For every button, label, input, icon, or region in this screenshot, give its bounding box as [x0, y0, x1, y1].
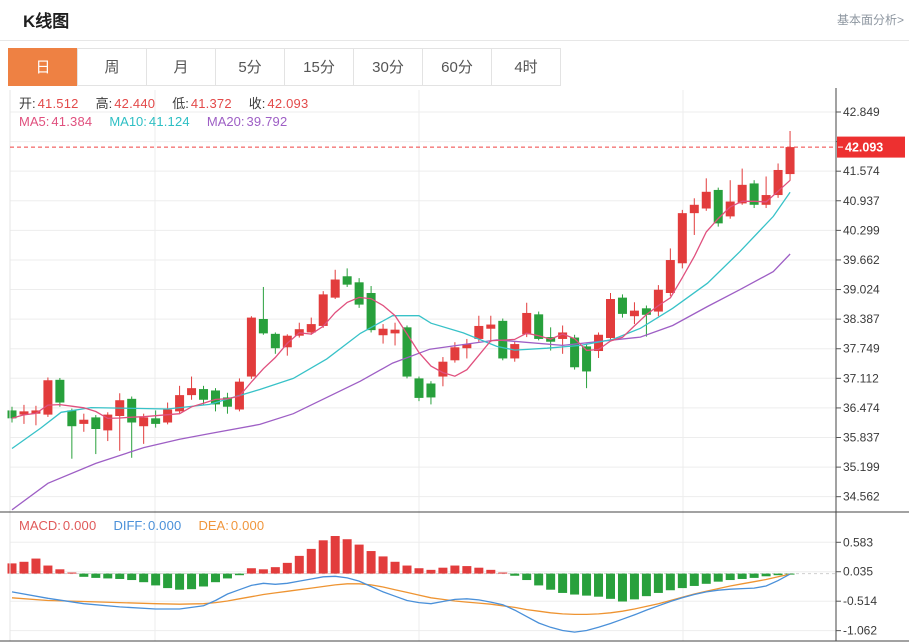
svg-text:35.837: 35.837 [843, 430, 880, 444]
grid-layer [10, 90, 836, 641]
ma-row-item-0: MA5: 41.384 [19, 114, 93, 129]
header-divider [0, 40, 909, 41]
price-marker-layer: 42.093 [10, 136, 905, 158]
macd-row-item-1: DIFF: 0.000 [113, 518, 182, 533]
tab-period-1[interactable]: 周 [77, 48, 147, 86]
ma-lines-layer [11, 179, 791, 511]
svg-text:42.849: 42.849 [843, 105, 880, 119]
tab-period-7[interactable]: 4时 [491, 48, 561, 86]
tab-period-0[interactable]: 日 [8, 48, 78, 86]
period-tab-bar: 日周月 5分 15分 30分 60分 4时 [8, 48, 561, 86]
svg-text:38.387: 38.387 [843, 312, 880, 326]
svg-text:-1.062: -1.062 [843, 624, 877, 638]
tab-period-6[interactable]: 60分 [422, 48, 492, 86]
tab-period-3[interactable]: 5分 [215, 48, 285, 86]
macd-row-item-2: DEA: 0.000 [198, 518, 265, 533]
ma-row-item-2: MA20: 39.792 [206, 114, 288, 129]
current-price-marker [837, 136, 905, 158]
svg-text:37.112: 37.112 [843, 371, 879, 385]
svg-text:0.035: 0.035 [843, 565, 873, 579]
ohlc-row-item-2: 低: 41.372 [172, 96, 232, 111]
tab-period-4[interactable]: 15分 [284, 48, 354, 86]
svg-text:40.937: 40.937 [843, 194, 880, 208]
page-title: K线图 [23, 12, 70, 31]
svg-text:42.093: 42.093 [845, 141, 883, 155]
ohlc-row-item-1: 高: 42.440 [95, 96, 156, 111]
svg-text:36.474: 36.474 [843, 401, 880, 415]
svg-text:35.199: 35.199 [843, 460, 880, 474]
macd-histogram-layer [7, 536, 795, 602]
ohlc-row-item-0: 开: 41.512 [19, 96, 79, 111]
ma-info: MA5: 41.384 MA10: 41.124 MA20: 39.792 [19, 114, 287, 130]
svg-text:41.574: 41.574 [843, 164, 880, 178]
svg-text:40.299: 40.299 [843, 223, 880, 237]
ma-row-item-1: MA10: 41.124 [109, 114, 190, 129]
svg-text:37.749: 37.749 [843, 342, 880, 356]
macd-info: MACD: 0.000 DIFF: 0.000 DEA: 0.000 [19, 518, 264, 534]
fundamental-analysis-link[interactable]: 基本面分析> [836, 13, 904, 27]
candles-layer [7, 130, 795, 459]
svg-text:34.562: 34.562 [843, 490, 880, 504]
svg-text:0.583: 0.583 [843, 535, 873, 549]
svg-text:39.024: 39.024 [843, 283, 880, 297]
macd-row-item-0: MACD: 0.000 [19, 518, 97, 533]
tab-period-5[interactable]: 30分 [353, 48, 423, 86]
kline-chart[interactable]: 42.84942.21241.57440.93740.29939.66239.0… [0, 88, 909, 644]
macd-lines-layer [11, 573, 791, 633]
ohlc-row-item-3: 收: 42.093 [248, 96, 309, 111]
svg-text:-0.514: -0.514 [843, 594, 877, 608]
svg-text:39.662: 39.662 [843, 253, 880, 267]
axis-layer: 42.84942.21241.57440.93740.29939.66239.0… [0, 88, 909, 642]
tab-period-2[interactable]: 月 [146, 48, 216, 86]
ohlc-info: 开: 41.512 高: 42.440 低: 41.372 收: 42.093 [19, 96, 308, 112]
